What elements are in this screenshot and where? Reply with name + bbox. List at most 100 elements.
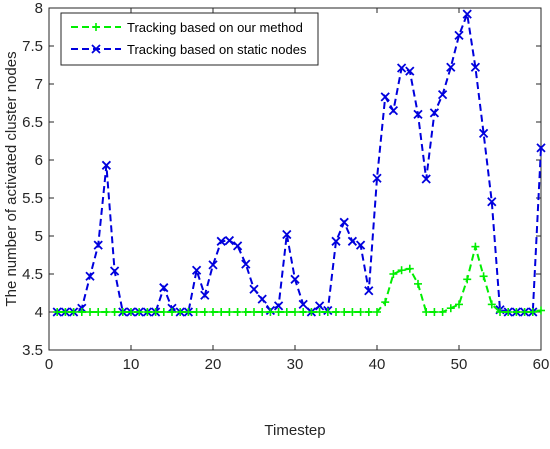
data-point [478, 128, 489, 139]
data-point [380, 92, 390, 102]
data-point [168, 308, 176, 316]
data-point [143, 308, 152, 316]
legend-label: Tracking based on our method [127, 20, 303, 35]
data-point [512, 308, 521, 316]
data-point [110, 308, 119, 316]
data-point [381, 298, 390, 307]
data-point [315, 308, 324, 316]
data-point [437, 90, 448, 100]
legend-label: Tracking based on static nodes [127, 42, 307, 57]
data-point [159, 283, 169, 293]
legend-entry: Tracking based on static nodes [71, 42, 307, 57]
y-tick-label: 5.5 [22, 190, 43, 207]
data-point [192, 308, 201, 316]
data-point [347, 236, 358, 246]
data-point [225, 308, 234, 316]
data-point [86, 308, 94, 316]
data-point [266, 308, 275, 316]
data-point [85, 271, 95, 281]
legend-marker [91, 44, 101, 54]
x-axis-label: Timestep [264, 422, 325, 439]
data-point [282, 229, 292, 240]
data-point [307, 308, 316, 316]
data-point [438, 308, 447, 316]
data-point [413, 109, 423, 120]
data-point [159, 308, 168, 316]
data-point [298, 299, 308, 310]
data-point [471, 242, 480, 251]
y-tick-label: 7 [35, 76, 43, 93]
data-point [216, 236, 226, 246]
data-point [94, 308, 103, 316]
data-point [421, 174, 431, 184]
data-point [127, 308, 135, 316]
data-point [249, 284, 259, 294]
data-point [209, 308, 217, 316]
data-point [69, 308, 78, 316]
data-point [200, 308, 209, 316]
data-point [151, 308, 160, 316]
data-point [487, 300, 496, 309]
data-point [290, 274, 300, 284]
data-point [191, 265, 202, 275]
legend: Tracking based on our method Tracking bas… [60, 12, 319, 66]
data-point [536, 143, 546, 153]
data-point [430, 308, 439, 316]
x-tick-label: 30 [287, 356, 304, 373]
data-point [118, 308, 127, 316]
y-tick-label: 4 [35, 304, 43, 321]
data-point [455, 300, 463, 309]
data-point [405, 264, 414, 273]
data-point [77, 308, 86, 316]
y-tick-label: 7.5 [22, 38, 43, 55]
data-point [331, 236, 341, 246]
data-point [463, 275, 472, 284]
data-point [504, 308, 513, 316]
data-point [372, 173, 382, 183]
data-point [388, 105, 399, 116]
data-point [537, 306, 545, 315]
data-point [355, 240, 366, 250]
x-tick-label: 60 [533, 356, 550, 373]
data-point [323, 308, 332, 316]
data-point [232, 241, 243, 251]
data-point [241, 308, 250, 316]
x-tick-label: 40 [369, 356, 386, 373]
data-point [233, 308, 242, 316]
data-point [446, 62, 456, 72]
data-point [470, 62, 481, 72]
data-point [224, 235, 235, 246]
x-tick-label: 10 [123, 356, 140, 373]
data-point [340, 308, 349, 316]
data-point [314, 301, 325, 311]
data-point [332, 308, 340, 316]
series-our-method [53, 242, 545, 316]
data-point [217, 308, 226, 316]
data-point [258, 308, 267, 316]
data-point [241, 259, 251, 269]
data-point [257, 294, 267, 304]
data-point [250, 308, 258, 316]
data-point [53, 308, 62, 316]
data-point [282, 308, 291, 316]
data-point [496, 308, 504, 316]
data-point [520, 308, 529, 316]
data-point [414, 279, 422, 288]
axes: 0 10 20 30 40 50 60 3.5 4 4.5 5 5.5 6 6.5 7 7.5 8 Timeste… [3, 0, 549, 439]
y-tick-label: 8 [35, 0, 43, 17]
x-tick-label: 20 [205, 356, 222, 373]
y-axis-label: The number of activated cluster nodes [3, 51, 20, 306]
data-point [429, 108, 440, 118]
data-point [184, 308, 193, 316]
legend-box [60, 12, 319, 66]
data-point [373, 308, 381, 316]
data-point [135, 308, 144, 316]
data-point [208, 260, 218, 270]
data-point [339, 217, 349, 227]
x-tick-label: 0 [45, 356, 53, 373]
y-tick-label: 6 [35, 152, 43, 169]
x-tick-label: 50 [451, 356, 468, 373]
data-point [396, 63, 407, 73]
data-point [176, 308, 185, 316]
